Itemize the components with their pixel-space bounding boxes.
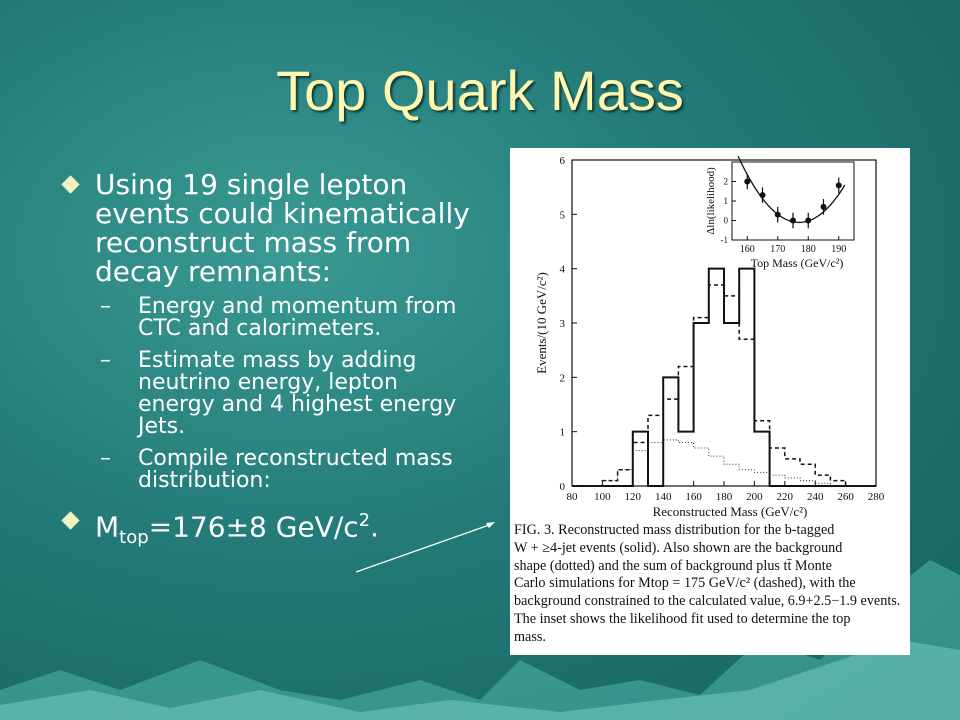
figure-caption: FIG. 3. Reconstructed mass distribution … — [514, 522, 906, 647]
result-bullet: Mtop=176±8 GeV/c2. — [60, 506, 470, 552]
likelihood-point — [835, 182, 842, 189]
y-tick-label: 1 — [560, 427, 566, 439]
x-tick-label: 100 — [594, 491, 611, 503]
histogram-dashed-series — [572, 284, 876, 487]
sub-bullet-text: Estimate mass by adding neutrino energy,… — [138, 348, 457, 439]
sub-bullet-item: – Estimate mass by adding neutrino energ… — [96, 350, 470, 438]
bullet-item: Using 19 single lepton events could kine… — [60, 170, 470, 286]
caption-line: The inset shows the likelihood fit used … — [514, 610, 851, 627]
inset-y-tick-label: 1 — [724, 196, 729, 206]
inset-x-tick-label: 190 — [831, 244, 846, 255]
bullet-list: Using 19 single lepton events could kine… — [60, 170, 470, 552]
x-tick-label: 240 — [807, 491, 824, 503]
caption-line: background constrained to the calculated… — [514, 593, 901, 610]
inset-y-tick-label: 0 — [724, 216, 729, 226]
inset-y-axis-label: Δln(likelihood) — [705, 167, 717, 235]
sub-bullet-item: – Energy and momentum from CTC and calor… — [96, 296, 470, 340]
inset-x-tick-label: 170 — [770, 244, 785, 255]
x-tick-label: 180 — [716, 491, 733, 503]
inset-x-tick-label: 160 — [740, 244, 755, 255]
likelihood-point — [820, 203, 827, 210]
likelihood-point — [744, 178, 751, 185]
result-symbol: M — [95, 510, 120, 544]
result-value: =176±8 GeV/c — [148, 510, 359, 544]
x-tick-label: 160 — [685, 491, 702, 503]
caption-line: shape (dotted) and the sum of background… — [514, 557, 832, 574]
histogram-solid-series — [572, 267, 876, 487]
likelihood-point — [774, 211, 781, 218]
y-tick-label: 6 — [560, 155, 566, 167]
inset-y-tick-label: -1 — [721, 235, 729, 245]
x-tick-label: 200 — [746, 491, 763, 503]
y-axis-label: Events/(10 GeV/c²) — [534, 272, 549, 374]
result-superscript: 2 — [358, 510, 371, 531]
likelihood-point — [805, 217, 812, 224]
histogram-dotted-series — [572, 439, 876, 487]
slide-title: Top Quark Mass — [276, 59, 684, 122]
x-tick-label: 260 — [837, 491, 854, 503]
inset-x-axis-label: Top Mass (GeV/c²) — [751, 256, 844, 270]
x-tick-label: 140 — [655, 491, 672, 503]
dash-bullet: – — [100, 294, 111, 319]
x-axis-label: Reconstructed Mass (GeV/c²) — [653, 504, 808, 519]
paper-figure: 80 100 120 140 160 180 200 220 240 260 280 0 1 2 3 4 5 6 R… — [510, 148, 910, 655]
likelihood-point — [759, 192, 766, 199]
y-tick-label: 0 — [560, 481, 566, 493]
inset-y-tick-label: 2 — [724, 177, 729, 187]
bullet-text: Using 19 single lepton events could kine… — [95, 168, 470, 288]
result-subscript: top — [119, 526, 149, 548]
likelihood-point — [790, 217, 796, 224]
x-tick-label: 220 — [777, 491, 794, 503]
x-tick-label: 120 — [625, 491, 642, 503]
result-end: . — [370, 510, 380, 544]
histogram-axes: 80 100 120 140 160 180 200 220 240 260 2800123456R… — [534, 155, 885, 519]
y-tick-label: 5 — [560, 209, 566, 221]
dash-bullet: – — [100, 348, 111, 373]
mass-histogram: 80 100 120 140 160 180 200 220 240 260 2800123456R… — [534, 155, 885, 519]
sub-bullet-list: – Energy and momentum from CTC and calor… — [96, 296, 470, 492]
x-tick-label: 80 — [567, 491, 579, 503]
caption-line: mass. — [514, 628, 546, 645]
caption-line: FIG. 3. Reconstructed mass distribution … — [514, 522, 835, 538]
dash-bullet: – — [100, 446, 111, 471]
x-tick-label: 280 — [868, 491, 885, 503]
sub-bullet-text: Energy and momentum from CTC and calorim… — [138, 294, 457, 341]
likelihood-inset: 160 170 180 190 -1 0 1 2 Top Mass (GeV/c²) Δln(li… — [705, 155, 855, 270]
sub-bullet-text: Compile reconstructed mass distribution: — [138, 446, 453, 493]
y-tick-label: 4 — [560, 264, 566, 276]
caption-line: W + ≥4-jet events (solid). Also shown ar… — [514, 539, 843, 556]
y-tick-label: 2 — [560, 372, 566, 384]
y-tick-label: 3 — [560, 318, 566, 330]
inset-x-tick-label: 180 — [801, 244, 816, 255]
caption-line: Carlo simulations for Mtop = 175 GeV/c² … — [514, 575, 856, 592]
sub-bullet-item: – Compile reconstructed mass distributio… — [96, 448, 470, 492]
